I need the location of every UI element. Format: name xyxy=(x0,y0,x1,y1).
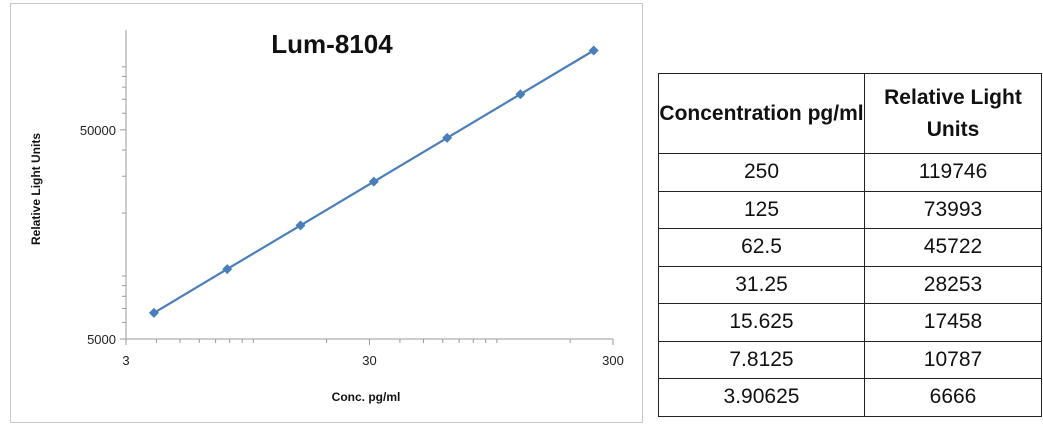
data-point xyxy=(295,220,306,231)
table-row: 3.90625 6666 xyxy=(658,378,1042,417)
concentration-cell: 31.25 xyxy=(658,265,865,304)
data-point xyxy=(442,132,453,143)
concentration-cell: 15.625 xyxy=(658,303,865,342)
x-axis-label: Conc. pg/ml xyxy=(332,390,401,404)
x-tick-label: 300 xyxy=(602,353,624,368)
chart-title: Lum-8104 xyxy=(271,29,393,59)
header-concentration: Concentration pg/ml xyxy=(658,73,865,154)
y-axis-label: Relative Light Units xyxy=(29,133,43,245)
x-tick-label: 3 xyxy=(122,353,129,368)
chart-plot: Lum-8104 3 30 300 5000 50000 Conc. pg/ml Rel… xyxy=(29,29,624,404)
y-tick-label: 5000 xyxy=(87,332,116,347)
rlu-cell: 10787 xyxy=(864,340,1042,379)
table-row: 125 73993 xyxy=(658,190,1042,229)
rlu-cell: 6666 xyxy=(864,378,1042,417)
table-body: 250 119746 125 73993 62.5 45722 31.25 28253 15.6… xyxy=(658,153,1042,417)
rlu-cell: 119746 xyxy=(864,153,1042,192)
data-table: Concentration pg/ml Relative Light Units… xyxy=(658,73,1042,417)
concentration-cell: 3.90625 xyxy=(658,378,865,417)
header-relative-light-units: Relative Light Units xyxy=(864,73,1042,154)
table-row: 15.625 17458 xyxy=(658,303,1042,342)
data-point xyxy=(368,176,379,187)
table-row: 7.8125 10787 xyxy=(658,340,1042,379)
table-row: 62.5 45722 xyxy=(658,228,1042,267)
rlu-cell: 17458 xyxy=(864,303,1042,342)
chart-ticks: 3 30 300 5000 50000 xyxy=(80,66,624,368)
rlu-cell: 45722 xyxy=(864,228,1042,267)
concentration-cell: 250 xyxy=(658,153,865,192)
chart-series xyxy=(148,45,599,318)
chart-panel: Lum-8104 3 30 300 5000 50000 Conc. pg/ml Rel… xyxy=(10,3,643,423)
data-point xyxy=(515,89,526,100)
data-point xyxy=(588,45,599,56)
table-row: 250 119746 xyxy=(658,153,1042,192)
rlu-cell: 28253 xyxy=(864,265,1042,304)
x-tick-label: 30 xyxy=(362,353,376,368)
concentration-cell: 7.8125 xyxy=(658,340,865,379)
data-point xyxy=(222,264,233,275)
table-header-row: Concentration pg/ml Relative Light Units xyxy=(658,73,1042,154)
data-point xyxy=(148,307,159,318)
table-row: 31.25 28253 xyxy=(658,265,1042,304)
rlu-cell: 73993 xyxy=(864,190,1042,229)
y-tick-label: 50000 xyxy=(80,123,116,138)
concentration-cell: 62.5 xyxy=(658,228,865,267)
concentration-cell: 125 xyxy=(658,190,865,229)
